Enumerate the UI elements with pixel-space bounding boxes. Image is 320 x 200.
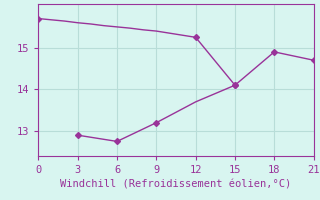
X-axis label: Windchill (Refroidissement éolien,°C): Windchill (Refroidissement éolien,°C)	[60, 179, 292, 189]
